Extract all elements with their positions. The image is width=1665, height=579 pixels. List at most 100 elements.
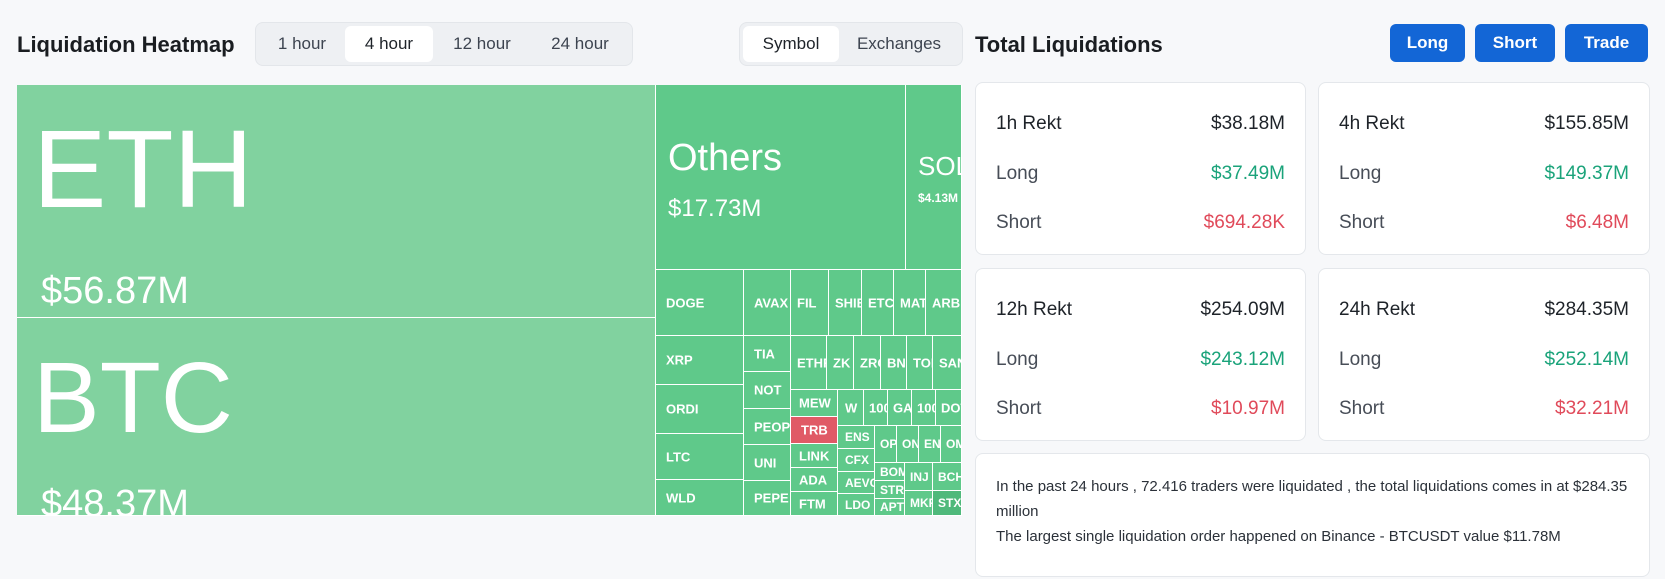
tile-symbol: DOGE bbox=[666, 295, 705, 310]
tile-mew[interactable]: MEW bbox=[791, 390, 838, 417]
tile-symbol: OP bbox=[880, 437, 897, 451]
long-value: $243.12M bbox=[1200, 349, 1285, 370]
tile-ltc[interactable]: LTC bbox=[656, 434, 744, 480]
tile-symbol: SHIB bbox=[835, 295, 861, 310]
tile-ondo[interactable]: ONDO bbox=[897, 426, 919, 463]
tile-symbol: UNI bbox=[754, 455, 777, 470]
tile-symbol: ENS bbox=[845, 430, 870, 444]
tile-symbol: WLD bbox=[666, 490, 696, 505]
tile-link[interactable]: LINK bbox=[791, 444, 838, 468]
tile-avax[interactable]: AVAX bbox=[744, 270, 791, 336]
card-24h-rekt: 24h Rekt $284.35M Long $252.14M Short $32.2… bbox=[1318, 268, 1650, 441]
tile-symbol: LTC bbox=[666, 449, 691, 464]
tile-strk[interactable]: STRK bbox=[875, 481, 905, 499]
tile-people[interactable]: PEOPLE bbox=[744, 409, 791, 445]
tile-shib[interactable]: SHIB bbox=[829, 270, 862, 336]
tile-eth[interactable]: ETH $56.87M bbox=[17, 85, 656, 318]
tile-stx[interactable]: STX bbox=[933, 491, 962, 516]
long-value: $149.37M bbox=[1544, 163, 1629, 184]
tile-apt[interactable]: APT bbox=[875, 499, 905, 516]
tile-symbol: FIL bbox=[797, 295, 817, 310]
tile-ordi[interactable]: ORDI bbox=[656, 385, 744, 434]
tile-symbol: 1000 bbox=[869, 400, 887, 415]
tile-ldo[interactable]: LDO bbox=[838, 494, 875, 516]
tile-xrp[interactable]: XRP bbox=[656, 336, 744, 385]
tab-1-hour[interactable]: 1 hour bbox=[277, 34, 327, 53]
tile-symbol: LINK bbox=[799, 448, 830, 463]
card-12h-rekt: 12h Rekt $254.09M Long $243.12M Short $10.9… bbox=[975, 268, 1306, 441]
tile-symbol: AVAX bbox=[754, 295, 789, 310]
tab-symbol[interactable]: Symbol bbox=[743, 26, 839, 62]
tile-fil[interactable]: FIL bbox=[791, 270, 829, 336]
card-1h-rekt: 1h Rekt $38.18M Long $37.49M Short $694.28K bbox=[975, 82, 1306, 255]
tile-symbol: ETHFI bbox=[797, 355, 826, 370]
long-value: $37.49M bbox=[1211, 163, 1285, 184]
short-label: Short bbox=[1339, 212, 1385, 233]
long-label: Long bbox=[996, 163, 1039, 184]
long-label: Long bbox=[1339, 163, 1382, 184]
tile-1000a[interactable]: 1000 bbox=[864, 390, 888, 426]
tile-ethfi[interactable]: ETHFI bbox=[791, 336, 827, 390]
tab-4-hour[interactable]: 4 hour bbox=[345, 26, 433, 62]
tile-bnb[interactable]: BNB bbox=[881, 336, 907, 390]
tile-ada[interactable]: ADA bbox=[791, 468, 838, 492]
tile-zro[interactable]: ZRO bbox=[854, 336, 881, 390]
tile-arb[interactable]: ARB bbox=[926, 270, 962, 336]
tile-trb[interactable]: TRB bbox=[791, 417, 838, 444]
tile-btc[interactable]: BTC $48.37M bbox=[17, 318, 656, 516]
tile-symbol: PEOPLE bbox=[754, 419, 791, 434]
tile-symbol: MATIC bbox=[900, 295, 925, 310]
tile-symbol: ZK bbox=[833, 355, 851, 370]
summary-line-2: The largest single liquidation order hap… bbox=[996, 528, 1561, 545]
trade-button[interactable]: Trade bbox=[1565, 24, 1648, 62]
tile-others[interactable]: Others $17.73M bbox=[656, 85, 906, 270]
tile-sand[interactable]: SAND bbox=[933, 336, 962, 390]
tab-exchanges[interactable]: Exchanges bbox=[856, 34, 942, 53]
tile-uni[interactable]: UNI bbox=[744, 445, 791, 481]
tile-wld[interactable]: WLD bbox=[656, 480, 744, 516]
tab-12-hour[interactable]: 12 hour bbox=[453, 34, 511, 53]
short-button[interactable]: Short bbox=[1475, 24, 1555, 62]
tile-gala[interactable]: GALA bbox=[888, 390, 912, 426]
tile-pepe[interactable]: PEPE bbox=[744, 481, 791, 516]
tile-mkr[interactable]: MKR bbox=[905, 491, 933, 516]
tile-bome[interactable]: BOME bbox=[875, 463, 905, 481]
short-label: Short bbox=[1339, 398, 1385, 419]
tile-not[interactable]: NOT bbox=[744, 372, 791, 409]
long-button[interactable]: Long bbox=[1390, 24, 1465, 62]
tile-ens[interactable]: ENS bbox=[838, 426, 875, 449]
tile-aevo[interactable]: AEVO bbox=[838, 472, 875, 494]
long-label: Long bbox=[1339, 349, 1382, 370]
tile-symbol: SOL bbox=[918, 151, 961, 181]
tile-op[interactable]: OP bbox=[875, 426, 897, 463]
tile-symbol: OM bbox=[946, 437, 961, 451]
tile-om[interactable]: OM bbox=[941, 426, 962, 463]
tile-bch[interactable]: BCH bbox=[933, 463, 962, 491]
tile-symbol: CFX bbox=[845, 453, 869, 467]
tile-ftm[interactable]: FTM bbox=[791, 492, 838, 516]
tile-symbol: PEPE bbox=[754, 490, 789, 506]
tile-tia[interactable]: TIA bbox=[744, 336, 791, 372]
tile-ena[interactable]: ENA bbox=[919, 426, 941, 463]
tile-value: $48.37M bbox=[41, 483, 189, 516]
tile-w[interactable]: W bbox=[838, 390, 864, 426]
tile-symbol: BNB bbox=[887, 355, 906, 370]
tile-cfx[interactable]: CFX bbox=[838, 449, 875, 472]
tab-24-hour[interactable]: 24 hour bbox=[551, 34, 609, 53]
tile-etc[interactable]: ETC bbox=[862, 270, 894, 336]
tile-value: $17.73M bbox=[668, 195, 762, 222]
tile-doge[interactable]: DOGE bbox=[656, 270, 744, 336]
tile-inj[interactable]: INJ bbox=[905, 463, 933, 491]
tile-1000b[interactable]: 1000 bbox=[912, 390, 936, 426]
tile-symbol: ONDO bbox=[902, 437, 919, 451]
short-value: $694.28K bbox=[1203, 212, 1285, 233]
tile-matic[interactable]: MATIC bbox=[894, 270, 926, 336]
tile-sol[interactable]: SOL $4.13M bbox=[906, 85, 962, 270]
tile-ton[interactable]: TON bbox=[907, 336, 933, 390]
tile-zk[interactable]: ZK bbox=[827, 336, 854, 390]
card-heading: 12h Rekt bbox=[996, 299, 1073, 320]
card-heading: 1h Rekt bbox=[996, 113, 1062, 134]
tile-symbol: TON bbox=[913, 355, 932, 370]
tile-dot[interactable]: DOT bbox=[936, 390, 962, 426]
tile-symbol: ORDI bbox=[666, 401, 699, 417]
